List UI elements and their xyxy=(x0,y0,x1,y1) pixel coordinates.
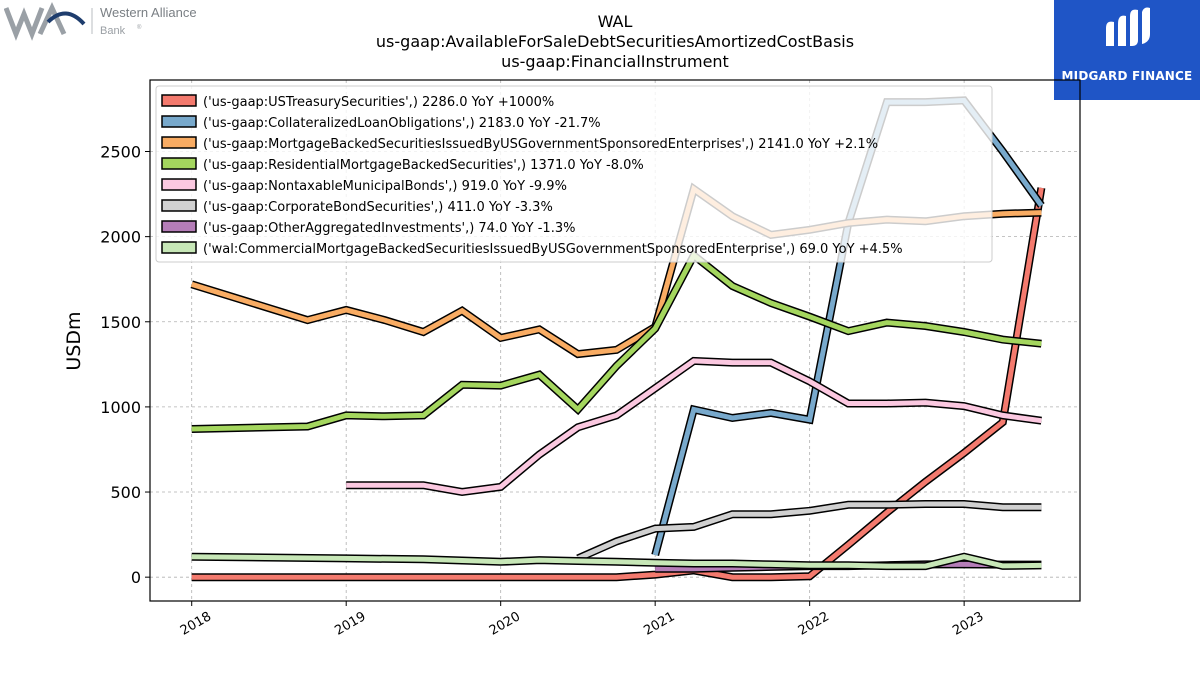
series-line xyxy=(191,554,1042,569)
western-alliance-logo: Western Alliance Bank ® xyxy=(3,2,234,42)
series-6 xyxy=(576,500,1042,563)
midgard-finance-mark xyxy=(1106,7,1150,47)
legend-swatch xyxy=(161,241,197,254)
legend-swatch xyxy=(161,199,197,212)
legend-item: ('wal:CommercialMortgageBackedSecurities… xyxy=(161,241,903,257)
y-tick-label: 1500 xyxy=(100,313,141,332)
x-tick-label: 2018 xyxy=(178,609,214,639)
y-axis-ticks: 0 500 1000 1500 2000 2500 xyxy=(100,143,150,587)
series-line xyxy=(191,187,1044,580)
y-tick-label: 2500 xyxy=(100,143,141,162)
legend-label: ('us-gaap:USTreasurySecurities',) 2286.0… xyxy=(203,95,554,110)
legend-swatch xyxy=(161,94,197,107)
legend-item: ('us-gaap:CollateralizedLoanObligations'… xyxy=(161,115,601,131)
x-tick-label: 2020 xyxy=(487,609,523,639)
legend-swatch xyxy=(161,178,197,191)
series-1 xyxy=(191,187,1046,582)
legend: ('us-gaap:USTreasurySecurities',) 2286.0… xyxy=(155,85,993,263)
y-axis-label: USDm xyxy=(63,311,85,370)
y-tick-label: 1000 xyxy=(100,398,141,417)
legend-swatch xyxy=(161,136,197,149)
logo-glyph xyxy=(3,2,93,41)
chart-title-line-2: us-gaap:AvailableForSaleDebtSecuritiesAm… xyxy=(376,32,854,51)
series-4 xyxy=(191,249,1042,433)
series-lines xyxy=(190,96,1046,582)
legend-swatch xyxy=(161,157,197,170)
chart-titles: WALus-gaap:AvailableForSaleDebtSecuritie… xyxy=(376,12,854,71)
chart-title-line-3: us-gaap:FinancialInstrument xyxy=(501,52,729,71)
chart-title-line-1: WAL xyxy=(598,12,633,31)
legend-box xyxy=(155,85,993,263)
series-line xyxy=(346,358,1042,495)
legend-item: ('us-gaap:ResidentialMortgageBackedSecur… xyxy=(161,157,644,173)
series-line xyxy=(191,251,1042,432)
legend-label: ('us-gaap:CorporateBondSecurities',) 411… xyxy=(203,200,553,215)
legend-item: ('us-gaap:MortgageBackedSecuritiesIssued… xyxy=(161,136,878,152)
y-tick-label: 2000 xyxy=(100,228,141,247)
legend-swatch xyxy=(161,220,197,233)
plot-frame xyxy=(149,79,1081,602)
series-line xyxy=(576,501,1042,561)
legend-label: ('us-gaap:OtherAggregatedInvestments',) … xyxy=(203,221,575,236)
western-alliance-logo-mark: Western Alliance Bank ® xyxy=(3,2,197,41)
x-tick-label: 2021 xyxy=(641,609,677,639)
legend-label: ('wal:CommercialMortgageBackedSecurities… xyxy=(203,242,903,257)
x-axis-ticks: 2018 2019 2020 2021 2022 2023 xyxy=(178,601,986,639)
logo-line2: Bank xyxy=(100,25,126,37)
midgard-finance-logo: MIDGARD FINANCE xyxy=(1054,0,1200,100)
logo-line1: Western Alliance xyxy=(100,5,197,20)
series-5 xyxy=(346,356,1042,497)
y-tick-label: 0 xyxy=(131,568,141,587)
legend-label: ('us-gaap:MortgageBackedSecuritiesIssued… xyxy=(203,137,878,152)
legend-item: ('us-gaap:CorporateBondSecurities',) 411… xyxy=(161,199,553,215)
legend-label: ('us-gaap:CollateralizedLoanObligations'… xyxy=(203,116,601,131)
legend-label: ('us-gaap:ResidentialMortgageBackedSecur… xyxy=(203,158,644,173)
x-tick-label: 2019 xyxy=(332,609,368,639)
x-tick-label: 2022 xyxy=(796,609,832,639)
legend-swatch xyxy=(161,115,197,128)
registered-mark: ® xyxy=(137,24,142,31)
legend-label: ('us-gaap:NontaxableMunicipalBonds',) 91… xyxy=(203,179,567,194)
series-8 xyxy=(191,552,1042,571)
y-tick-label: 500 xyxy=(110,483,141,502)
legend-item: ('us-gaap:NontaxableMunicipalBonds',) 91… xyxy=(161,178,567,194)
x-tick-label: 2023 xyxy=(950,609,986,639)
legend-item: ('us-gaap:USTreasurySecurities',) 2286.0… xyxy=(161,94,554,110)
midgard-finance-text: MIDGARD FINANCE xyxy=(1061,69,1193,83)
legend-item: ('us-gaap:OtherAggregatedInvestments',) … xyxy=(161,220,575,236)
